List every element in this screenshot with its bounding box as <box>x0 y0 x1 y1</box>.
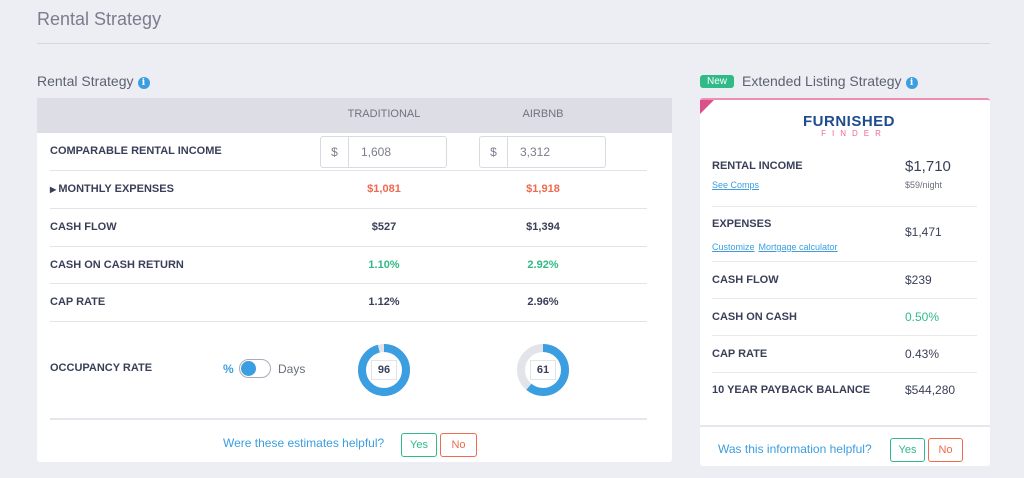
row-label: CAP RATE <box>50 296 106 308</box>
airbnb-occupancy-value: 61 <box>530 360 556 380</box>
table-row-occupancy: OCCUPANCY RATE % Days 96 61 <box>50 322 647 420</box>
feedback-question: Was this information helpful? <box>718 442 872 456</box>
row-label: CASH ON CASH <box>712 311 797 323</box>
table-row-income: COMPARABLE RENTAL INCOME $1,608 $3,312 <box>50 133 647 171</box>
currency-symbol: $ <box>321 137 349 167</box>
table-row-cap-rate: CAP RATE 1.12% 2.96% <box>50 284 647 322</box>
feedback-no-button[interactable]: No <box>440 433 477 457</box>
airbnb-value: 2.96% <box>527 296 559 308</box>
feedback-question: Were these estimates helpful? <box>223 436 385 450</box>
feedback-yes-button[interactable]: Yes <box>401 433 437 457</box>
rental-strategy-heading: Rental Strategy i <box>37 73 150 89</box>
rental-income-value: $1,710 <box>905 158 951 175</box>
airbnb-value: $1,918 <box>526 183 560 195</box>
table-row-cash-flow: CASH FLOW $527 $1,394 <box>50 209 647 247</box>
mortgage-calculator-link[interactable]: Mortgage calculator <box>758 242 838 252</box>
traditional-occupancy-donut <box>358 344 410 396</box>
cash-flow-row: CASH FLOW $239 <box>712 262 977 299</box>
toggle-knob <box>241 361 256 376</box>
days-label: Days <box>278 362 306 376</box>
heading-text: Rental Strategy <box>37 73 134 89</box>
payback-value: $544,280 <box>905 383 956 397</box>
column-traditional: TRADITIONAL <box>347 108 421 120</box>
furnished-finder-logo[interactable]: FURNISHED FINDER <box>803 114 895 138</box>
extended-listing-card: FURNISHED FINDER RENTAL INCOME See Comps… <box>700 98 990 466</box>
info-icon[interactable]: i <box>137 77 150 89</box>
see-comps-link[interactable]: See Comps <box>712 180 760 190</box>
expenses-row: EXPENSES Customize Mortgage calculator $1… <box>712 207 977 262</box>
cap-rate-value: 0.43% <box>905 347 940 361</box>
cap-rate-row: CAP RATE 0.43% <box>712 336 977 373</box>
input-value: 3,312 <box>520 145 551 159</box>
airbnb-occupancy-donut <box>517 344 569 396</box>
info-icon[interactable]: i <box>905 77 918 89</box>
input-value: 1,608 <box>361 145 392 159</box>
expenses-value: $1,471 <box>905 225 942 239</box>
traditional-value: 1.10% <box>368 259 400 271</box>
traditional-value: $1,081 <box>367 183 401 195</box>
table-header: TRADITIONAL AIRBNB <box>37 98 672 133</box>
customize-link[interactable]: Customize <box>712 242 755 252</box>
row-label: CASH FLOW <box>712 274 779 286</box>
rental-income-row: RENTAL INCOME See Comps $1,710 $59/night <box>712 150 977 207</box>
traditional-value: $527 <box>371 221 397 233</box>
logo-line1: FURNISHED <box>803 113 896 130</box>
row-label: RENTAL INCOME <box>712 160 803 172</box>
percent-days-toggle[interactable] <box>239 359 271 378</box>
heading-text: Extended Listing Strategy <box>742 73 902 89</box>
extended-listing-heading: Extended Listing Strategy i <box>742 73 918 89</box>
table-row-expenses[interactable]: ▶ MONTHLY EXPENSES $1,081 $1,918 <box>50 171 647 209</box>
donut-fill <box>517 344 569 396</box>
traditional-income-input[interactable]: $1,608 <box>320 136 447 168</box>
logo-line2: FINDER <box>821 129 887 138</box>
feedback-no-button[interactable]: No <box>928 438 963 462</box>
cash-on-cash-row: CASH ON CASH 0.50% <box>712 299 977 336</box>
airbnb-income-input[interactable]: $3,312 <box>479 136 606 168</box>
expand-expenses[interactable]: ▶ MONTHLY EXPENSES <box>50 183 174 195</box>
percent-label: % <box>223 362 234 376</box>
currency-symbol: $ <box>480 137 508 167</box>
row-label: CASH ON CASH RETURN <box>50 259 184 271</box>
page-title: Rental Strategy <box>37 9 162 29</box>
footer-divider <box>700 425 990 427</box>
expense-links: Customize Mortgage calculator <box>712 237 842 255</box>
column-airbnb: AIRBNB <box>522 108 564 120</box>
traditional-occupancy-value: 96 <box>371 360 397 380</box>
row-label: EXPENSES <box>712 218 772 230</box>
row-label: OCCUPANCY RATE <box>50 362 153 374</box>
row-label: MONTHLY EXPENSES <box>58 183 174 195</box>
new-badge: New <box>700 75 735 88</box>
divider <box>37 43 990 44</box>
caret-right-icon: ▶ <box>50 185 59 194</box>
table-row-coc: CASH ON CASH RETURN 1.10% 2.92% <box>50 247 647 284</box>
row-label: CASH FLOW <box>50 221 117 233</box>
traditional-value: 1.12% <box>368 296 400 308</box>
corner-ribbon <box>700 100 714 114</box>
row-label: 10 YEAR PAYBACK BALANCE <box>712 384 871 396</box>
payback-row: 10 YEAR PAYBACK BALANCE $544,280 <box>712 373 977 410</box>
nightly-rate: $59/night <box>905 180 943 190</box>
cash-on-cash-value: 0.50% <box>905 310 940 324</box>
rental-strategy-card: TRADITIONAL AIRBNB COMPARABLE RENTAL INC… <box>37 98 672 462</box>
row-label: CAP RATE <box>712 348 768 360</box>
airbnb-value: 2.92% <box>527 259 559 271</box>
feedback-yes-button[interactable]: Yes <box>890 438 925 462</box>
cash-flow-value: $239 <box>905 273 932 287</box>
airbnb-value: $1,394 <box>526 221 560 233</box>
row-label: COMPARABLE RENTAL INCOME <box>50 145 222 157</box>
donut-fill <box>358 344 410 396</box>
